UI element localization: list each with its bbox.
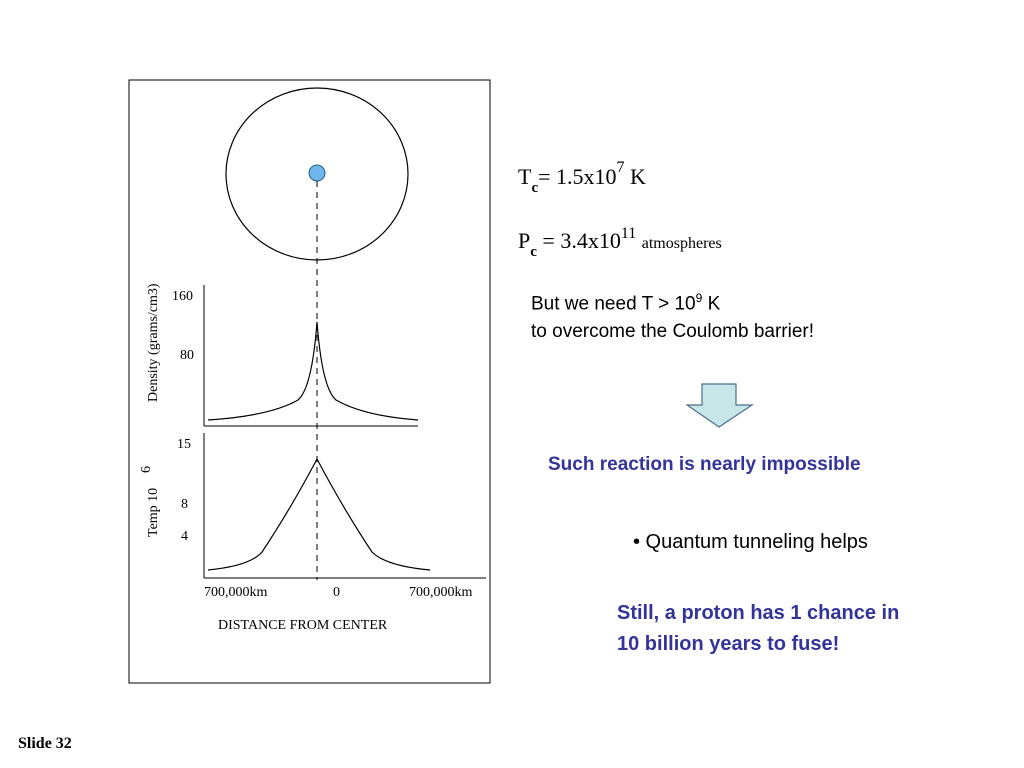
x-tick-left: 700,000km [204, 585, 268, 600]
temp-tick-4: 4 [181, 529, 188, 544]
coulomb-text: But we need T > 109 K to overcome the Co… [531, 284, 814, 346]
proton-chance-text: Still, a proton has 1 chance in 10 billi… [617, 598, 899, 660]
tc-exponent: 7 [616, 159, 625, 176]
x-tick-center: 0 [333, 585, 340, 600]
x-tick-right: 700,000km [409, 585, 473, 600]
pc-unit: atmospheres [641, 235, 722, 252]
tc-equation: Tc= 1.5x107 K [518, 159, 646, 196]
density-axis-label: Density (grams/cm3) [146, 283, 161, 402]
down-arrow-icon [686, 383, 754, 428]
density-tick-80: 80 [180, 348, 194, 363]
proton-line-1: Still, a proton has 1 chance in [617, 602, 900, 624]
sun-core-dot [308, 164, 326, 182]
density-curve [207, 321, 419, 421]
tc-value: = 1.5x10 [538, 164, 617, 189]
density-tick-160: 160 [172, 289, 193, 304]
coulomb-line-2: to overcome the Coulomb barrier! [531, 321, 815, 343]
temp-tick-8: 8 [181, 497, 188, 512]
tc-symbol: T [518, 164, 532, 189]
temp-axis-label: Temp 10 [146, 488, 161, 537]
temperature-curve [207, 457, 431, 571]
temp-tick-15: 15 [177, 437, 191, 452]
tc-unit: K [630, 164, 646, 189]
pc-symbol: P [518, 228, 531, 253]
slide-number: Slide 32 [18, 735, 72, 752]
pc-exponent: 11 [620, 225, 637, 242]
tunneling-bullet: • Quantum tunneling helps [633, 531, 868, 553]
tc-subscript: c [531, 180, 539, 196]
pc-value: = 3.4x10 [542, 228, 621, 253]
figure-frame [128, 79, 491, 684]
pc-equation: Pc = 3.4x1011 atmospheres [518, 225, 722, 260]
coulomb-line-1: But we need T > 109 K [531, 291, 721, 315]
pc-subscript: c [530, 244, 537, 260]
proton-line-2: 10 billion years to fuse! [617, 633, 840, 655]
impossible-text: Such reaction is nearly impossible [548, 454, 861, 475]
temp-axis-exponent: 6 [139, 466, 154, 473]
x-axis-label: DISTANCE FROM CENTER [218, 618, 388, 633]
